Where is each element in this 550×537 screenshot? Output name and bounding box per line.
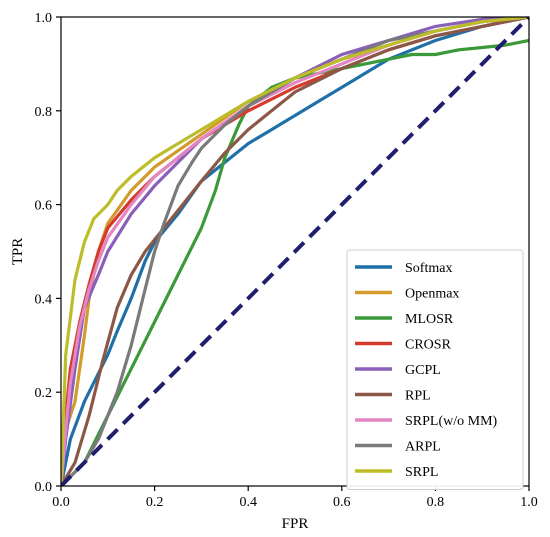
x-tick-label: 0.2 [146, 495, 164, 510]
x-tick-label: 0.6 [333, 495, 351, 510]
series-group [61, 17, 529, 486]
plot-frame [60, 16, 530, 487]
series-line-gcpl [61, 17, 529, 486]
diagonal-reference-line [61, 17, 529, 486]
y-tick-label: 0.2 [35, 386, 53, 401]
x-tick-label: 0.0 [52, 495, 70, 510]
legend-label: ARPL [405, 440, 441, 455]
y-tick-label: 0.4 [35, 292, 53, 307]
y-tick-label: 1.0 [35, 11, 53, 26]
x-tick-label: 0.4 [239, 495, 257, 510]
legend-label: Softmax [405, 261, 452, 276]
legend-label: GCPL [405, 363, 441, 378]
series-line-mlosr [61, 38, 529, 486]
legend: Softmax Openmax MLOSR CROSR GCPL RPL SRPL(w/o … [346, 249, 524, 490]
legend-label: RPL [405, 389, 431, 404]
legend-label: MLOSR [405, 312, 454, 327]
y-tick-label: 0.0 [35, 480, 53, 495]
series-line-arpl [61, 17, 529, 486]
legend-label: CROSR [405, 338, 452, 353]
y-axis-title: TPR [10, 238, 26, 266]
x-tick-label: 1.0 [520, 495, 538, 510]
y-tick-label: 0.6 [35, 199, 53, 214]
axes: 0.0 0.2 0.4 0.6 0.8 1.0 0.0 0.2 0.4 0.6 0.8 1.0 [35, 11, 538, 510]
plot-area [61, 17, 529, 486]
legend-box [346, 249, 524, 490]
x-tick-label: 0.8 [427, 495, 445, 510]
legend-label: SRPL(w/o MM) [405, 414, 498, 429]
legend-label: Openmax [405, 287, 459, 302]
series-line-rpl [61, 17, 529, 486]
x-axis-title: FPR [282, 516, 309, 532]
y-tick-label: 0.8 [35, 105, 53, 120]
series-line-srpl [61, 17, 529, 486]
legend-label: SRPL [405, 465, 438, 480]
